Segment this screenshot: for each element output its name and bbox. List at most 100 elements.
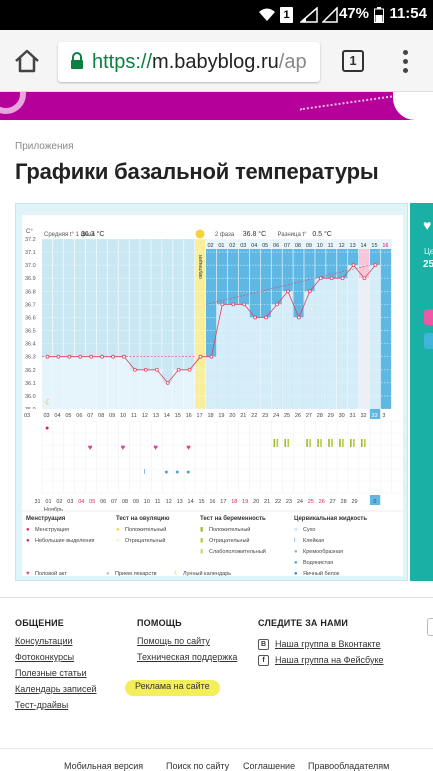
more-menu-icon[interactable] xyxy=(398,50,412,74)
cycle-day-label: 19 xyxy=(218,413,224,419)
temperature-point xyxy=(307,289,312,294)
date-label: 19 xyxy=(242,499,248,505)
temperature-point xyxy=(253,315,258,320)
tabs-button[interactable]: 1 xyxy=(342,50,364,72)
date-label: 11 xyxy=(155,499,161,505)
temperature-bar xyxy=(271,304,282,409)
day-column xyxy=(380,239,392,409)
temperature-bar xyxy=(173,369,184,409)
temperature-point xyxy=(329,276,334,281)
cycle-day-label: 14 xyxy=(164,413,170,419)
y-tick-label: 36.3 xyxy=(25,355,36,361)
date-label: 18 xyxy=(231,499,237,505)
y-tick-label: 36.5 xyxy=(25,329,36,335)
phase2-day-label: 05 xyxy=(262,243,268,249)
cycle-day-label: 23 xyxy=(262,413,268,419)
pregnancy-test-mark xyxy=(353,439,355,447)
medication-icon: ● xyxy=(106,571,110,576)
scroll-handle[interactable] xyxy=(427,618,433,636)
date-label: 26 xyxy=(319,499,325,505)
phase1-value: 36.3 °C xyxy=(81,230,104,238)
logo-swirl xyxy=(0,92,26,114)
footer-link-agreement[interactable]: Соглашение xyxy=(243,761,296,771)
day-column xyxy=(195,239,206,409)
pregnancy-positive-icon: ▮ xyxy=(200,527,203,533)
temperature-bar xyxy=(216,304,228,409)
footer-link-vk[interactable]: Наша группа в Вконтакте xyxy=(275,639,381,649)
pregnancy-test-mark xyxy=(306,439,308,447)
sim-icon: 1 xyxy=(280,7,293,23)
temperature-bar xyxy=(326,278,337,409)
date-label: 22 xyxy=(275,499,281,505)
temperature-bar xyxy=(162,382,173,409)
pregnancy-test-mark xyxy=(309,439,311,447)
temperature-bar xyxy=(74,356,86,409)
day-column xyxy=(140,239,151,409)
cycle-day-label: 17 xyxy=(197,413,203,419)
intercourse-heart-icon: ♥ xyxy=(88,443,93,452)
temperature-point xyxy=(143,367,148,372)
legend-title: Тест на беременность xyxy=(200,515,266,522)
intercourse-icon: ♥ xyxy=(26,571,30,576)
pregnancy-test-mark xyxy=(276,439,279,447)
footer-link-ads[interactable]: Реклама на сайте xyxy=(125,680,220,696)
phase2-day-label: 11 xyxy=(328,243,334,249)
menstruation-icon: ● xyxy=(26,527,30,533)
date-label: 29 xyxy=(351,499,357,505)
ovulation-label: овуляция xyxy=(198,255,204,279)
footer-link-help[interactable]: Помощь по сайту xyxy=(137,636,210,646)
vk-icon: B xyxy=(258,638,269,650)
temperature-bar xyxy=(249,317,260,409)
pregnancy-test-mark xyxy=(317,439,319,447)
side-tab-pink[interactable] xyxy=(424,309,433,325)
footer-link-testdrive[interactable]: Тест-драйвы xyxy=(15,700,69,710)
cycle-day-label: 13 xyxy=(153,413,159,419)
day-column xyxy=(96,239,107,409)
y-tick-label: 36.7 xyxy=(25,302,36,308)
temperature-point xyxy=(133,367,137,372)
date-label: 24 xyxy=(297,499,303,505)
signal-icon xyxy=(300,7,318,23)
pregnancy-test-mark xyxy=(350,439,352,447)
footer-link-calendar[interactable]: Календарь записей xyxy=(15,684,97,694)
temperature-point xyxy=(111,354,115,359)
today-date-cell xyxy=(369,495,381,505)
bbt-chart: С° Средняя t° 1 фаза 36.3 °C 2 фаза 36.8 °C Р… xyxy=(22,210,403,576)
cycle-day-label: 08 xyxy=(98,413,104,419)
footer-link-support[interactable]: Техническая поддержка xyxy=(137,652,238,662)
date-label: 14 xyxy=(188,499,194,505)
breadcrumb[interactable]: Приложения xyxy=(15,141,74,152)
cycle-day-label: 30 xyxy=(339,413,345,419)
home-icon[interactable] xyxy=(12,46,42,76)
footer-link-articles[interactable]: Полезные статьи xyxy=(15,668,87,678)
footer-link-photo[interactable]: Фотоконкурсы xyxy=(15,652,75,662)
pregnancy-test-mark xyxy=(331,439,333,447)
pregnancy-test-mark xyxy=(328,439,330,447)
footer-link-consult[interactable]: Консультации xyxy=(15,636,73,646)
url-bar[interactable]: https://m.babyblog.ru/ap xyxy=(58,42,320,82)
side-panel[interactable]: ♥ Це 25 xyxy=(410,203,433,581)
cycle-day-label: 3 xyxy=(382,413,385,419)
temperature-point xyxy=(351,263,356,268)
clock: 11:54 xyxy=(389,5,427,22)
pregnancy-test-mark xyxy=(284,439,287,447)
phase2-day-label: 01 xyxy=(218,243,224,249)
day-column xyxy=(63,239,75,409)
heart-icon[interactable]: ♥ xyxy=(423,217,432,233)
browser-toolbar: https://m.babyblog.ru/ap 1 xyxy=(0,30,433,92)
legend-title: Тест на овуляцию xyxy=(116,516,169,522)
day-column xyxy=(118,239,129,409)
temperature-point xyxy=(296,315,301,320)
y-tick-label: 36.2 xyxy=(25,368,36,374)
pregnancy-negative-icon: ▮ xyxy=(200,538,203,544)
cycle-day-label: 07 xyxy=(87,413,93,419)
intercourse-heart-icon: ♥ xyxy=(153,443,158,452)
footer-link-mobile[interactable]: Мобильная версия xyxy=(64,761,144,771)
footer-link-rights[interactable]: Правообладателям xyxy=(308,761,390,771)
footer-link-search[interactable]: Поиск по сайту xyxy=(166,761,230,771)
temperature-bar xyxy=(42,356,53,409)
footer-link-fb[interactable]: Наша группа на Фейсбуке xyxy=(275,655,384,665)
date-label: 06 xyxy=(100,499,106,505)
side-tab-blue[interactable] xyxy=(424,333,433,349)
